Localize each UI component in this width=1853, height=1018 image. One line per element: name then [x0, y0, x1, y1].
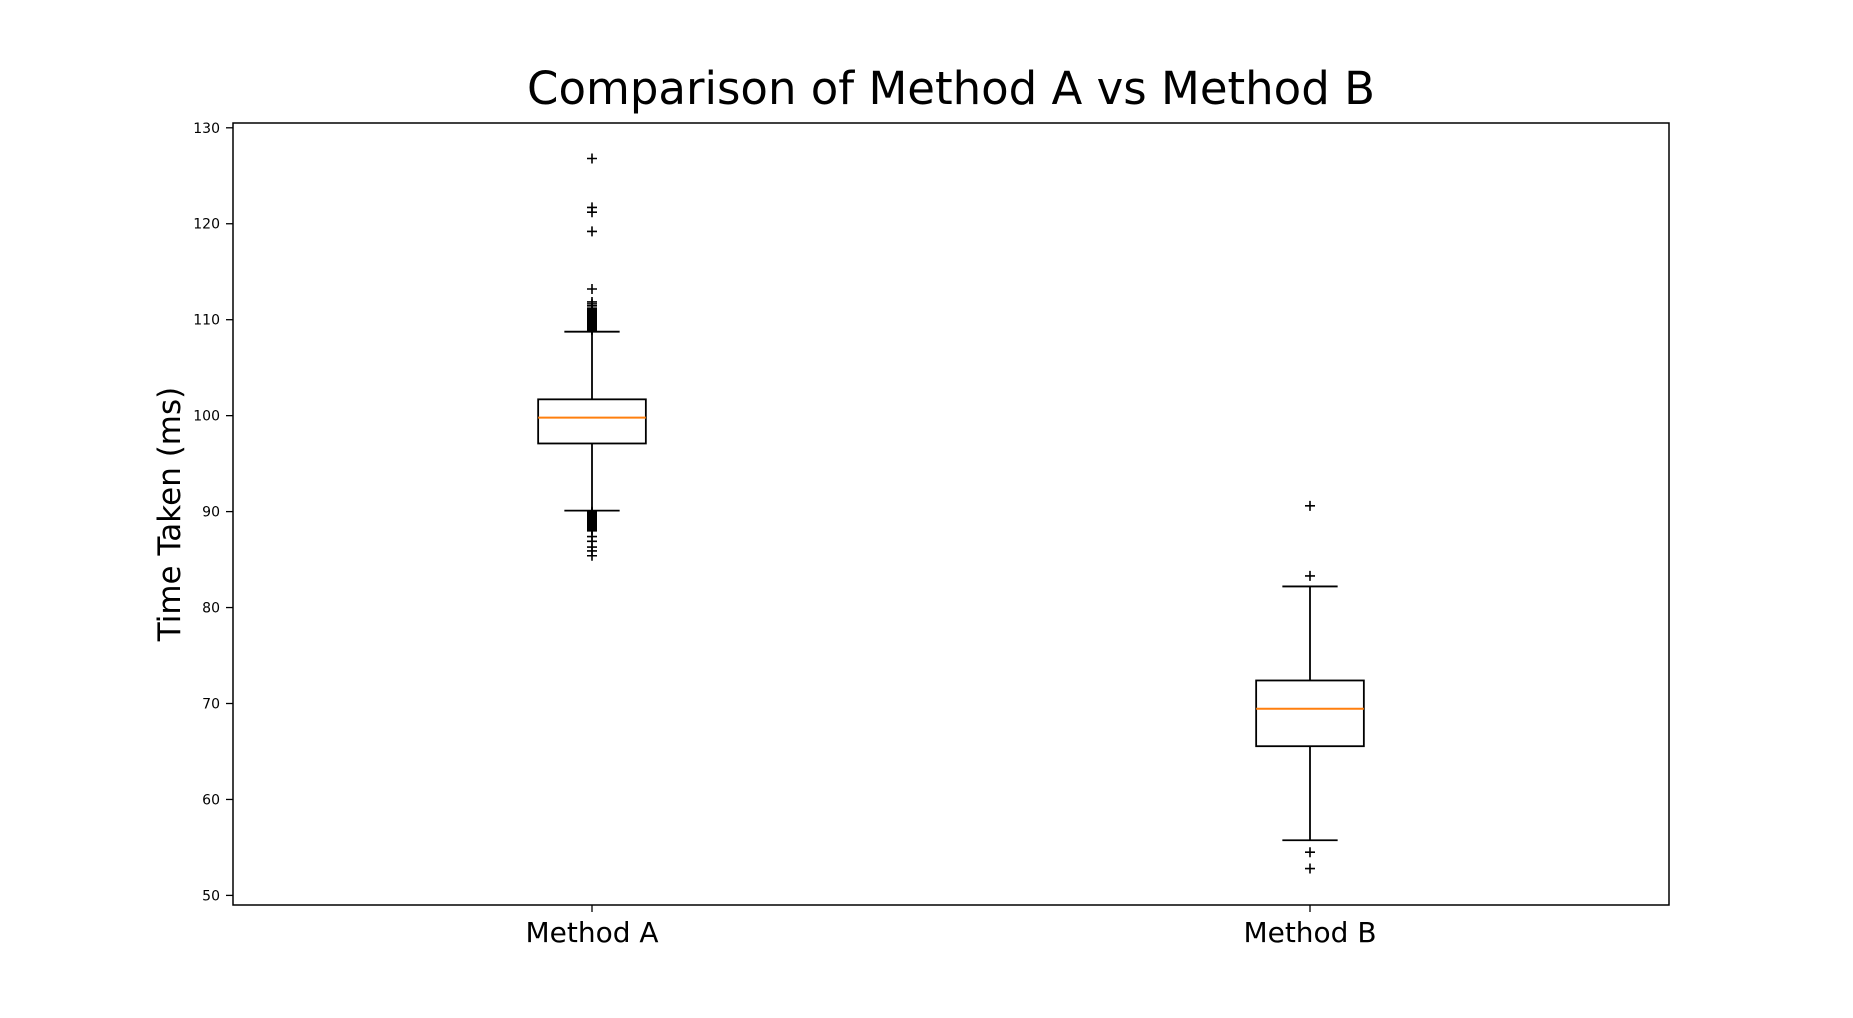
flier-marker [1305, 847, 1315, 858]
y-tick-label: 130 [193, 121, 220, 137]
y-tick-label: 80 [202, 601, 220, 617]
flier-marker [587, 153, 597, 164]
flier-marker [587, 226, 597, 237]
chart-title: Comparison of Method A vs Method B [527, 62, 1375, 115]
y-tick-label: 90 [202, 505, 220, 521]
boxplot-method-b [1255, 500, 1365, 874]
y-axis: 50 60 70 80 90 100 110 120 130 [193, 121, 233, 904]
flier-marker [587, 550, 597, 561]
x-tick-label-method-b: Method B [1243, 916, 1376, 949]
flier-marker [587, 296, 597, 307]
iqr-box [537, 398, 647, 445]
y-tick-label: 120 [193, 217, 220, 233]
flier-marker [587, 283, 597, 294]
y-tick-label: 50 [202, 888, 220, 904]
y-tick-label: 70 [202, 697, 220, 713]
x-tick-label-method-a: Method A [525, 916, 658, 949]
iqr-box [1255, 679, 1365, 748]
flier-marker [587, 202, 597, 213]
y-tick-label: 100 [193, 409, 220, 425]
plot-area-frame [232, 122, 1670, 906]
flier-marker [1305, 863, 1315, 874]
flier-marker [1305, 570, 1315, 581]
x-axis: Method A Method B [525, 905, 1377, 949]
flier-marker [1305, 500, 1315, 511]
boxplot-method-a [537, 153, 647, 561]
y-tick-label: 110 [193, 313, 220, 329]
y-tick-label: 60 [202, 792, 220, 808]
